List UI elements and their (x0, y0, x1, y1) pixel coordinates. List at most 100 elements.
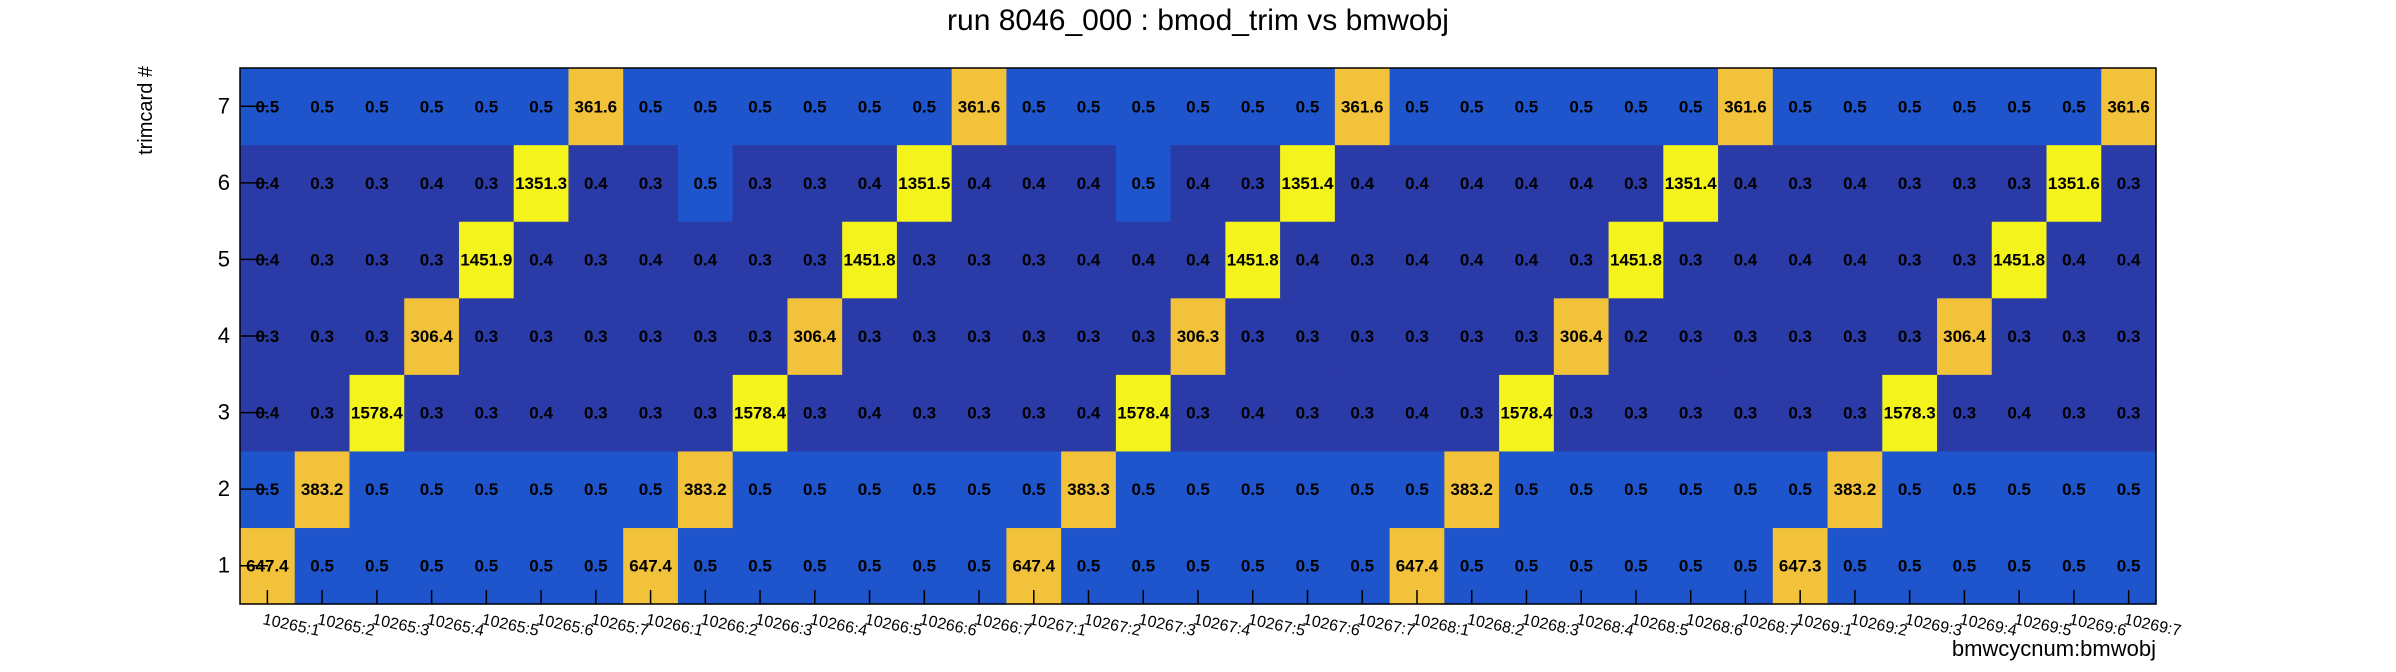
x-tick-label: 10266:2 (699, 611, 759, 640)
heatmap-cell (1061, 297, 1117, 375)
cell-value-label: 0.5 (2062, 557, 2086, 576)
cell-value-label: 0.4 (858, 404, 882, 423)
heatmap-cell (349, 297, 405, 375)
cell-value-label: 0.4 (1788, 250, 1812, 269)
cell-value-label: 383.2 (1450, 480, 1493, 499)
x-tick-label: 10265:5 (480, 611, 540, 640)
cell-value-label: 0.5 (858, 557, 882, 576)
heatmap-cell (1280, 144, 1336, 222)
cell-value-label: 0.3 (1898, 174, 1922, 193)
cell-value-label: 0.3 (1898, 327, 1922, 346)
cell-value-label: 0.5 (1788, 97, 1812, 116)
heatmap-cell (1334, 144, 1391, 222)
x-tick-label: 10268:7 (1739, 611, 1799, 640)
cell-value-label: 0.5 (529, 480, 553, 499)
heatmap-cell (1006, 68, 1062, 146)
heatmap-cell (2101, 221, 2157, 299)
cell-value-label: 0.5 (1515, 557, 1539, 576)
heatmap-cell (1991, 374, 2048, 452)
cell-value-label: 0.4 (1460, 174, 1484, 193)
cell-value-label: 383.3 (1067, 480, 1110, 499)
cell-value-label: 361.6 (2107, 97, 2150, 116)
cell-value-label: 647.4 (1396, 557, 1439, 576)
heatmap-cell (623, 68, 679, 146)
cell-value-label: 0.3 (365, 327, 389, 346)
heatmap-cell (1061, 221, 1117, 299)
heatmap-cell (732, 68, 789, 146)
cell-value-label: 1351.3 (515, 174, 567, 193)
heatmap-cell (1061, 144, 1117, 222)
cell-value-label: 0.5 (1296, 97, 1320, 116)
heatmap-cell (1334, 450, 1391, 529)
cell-value-label: 0.3 (1679, 327, 1703, 346)
cell-value-label: 0.5 (1734, 480, 1758, 499)
heatmap-cell (732, 144, 789, 222)
cell-value-label: 0.5 (1898, 480, 1922, 499)
cell-value-label: 0.3 (1241, 174, 1265, 193)
cell-value-label: 0.3 (475, 174, 499, 193)
cell-value-label: 0.5 (420, 557, 444, 576)
heatmap-cell (349, 374, 405, 452)
heatmap-cell (677, 297, 734, 375)
cell-value-label: 0.4 (858, 174, 882, 193)
heatmap-cell (1225, 450, 1281, 529)
cell-value-label: 0.5 (310, 557, 334, 576)
cell-value-label: 0.4 (2062, 250, 2086, 269)
heatmap-cell (458, 68, 515, 146)
cell-value-label: 0.3 (1296, 404, 1320, 423)
x-tick-label: 10268:5 (1630, 611, 1690, 640)
y-tick-label: 7 (218, 93, 230, 118)
heatmap-cell (1170, 374, 1226, 452)
heatmap-cell (458, 144, 515, 222)
heatmap-cell (1115, 221, 1172, 299)
cell-value-label: 361.6 (958, 97, 1001, 116)
cell-value-label: 0.5 (1460, 97, 1484, 116)
cell-value-label: 1451.8 (844, 250, 896, 269)
heatmap-cell (1444, 144, 1500, 222)
heatmap-cell (1608, 144, 1664, 222)
heatmap-cell (294, 374, 351, 452)
cell-value-label: 0.5 (1953, 97, 1977, 116)
cell-value-label: 0.5 (1843, 97, 1867, 116)
heatmap-cell (1553, 221, 1610, 299)
heatmap-cell (1006, 221, 1062, 299)
cell-value-label: 0.3 (529, 327, 553, 346)
cell-value-label: 0.3 (639, 174, 663, 193)
cell-value-label: 0.5 (2007, 557, 2031, 576)
heatmap-cell (1827, 450, 1883, 529)
heatmap-cell (1280, 68, 1336, 146)
heatmap-cell (1718, 450, 1774, 529)
heatmap-cell (1444, 374, 1500, 452)
cell-value-label: 0.3 (1460, 327, 1484, 346)
heatmap-cell (896, 221, 953, 299)
heatmap-cell (1937, 68, 1993, 146)
heatmap-cell (404, 144, 460, 222)
heatmap-cell (1882, 144, 1938, 222)
heatmap-cell (1389, 374, 1445, 452)
heatmap-cell (1718, 297, 1774, 375)
cell-value-label: 0.4 (1350, 174, 1374, 193)
cell-value-label: 0.3 (1350, 250, 1374, 269)
cell-value-label: 0.3 (475, 327, 499, 346)
heatmap-cell (568, 450, 624, 529)
heatmap-cell (1718, 221, 1774, 299)
cell-value-label: 0.3 (803, 174, 827, 193)
cell-value-label: 0.3 (748, 327, 772, 346)
cell-value-label: 0.5 (803, 480, 827, 499)
cell-value-label: 0.3 (310, 174, 334, 193)
cell-value-label: 0.5 (475, 97, 499, 116)
heatmap-cell (294, 144, 351, 222)
cell-value-label: 0.3 (1788, 404, 1812, 423)
heatmap-cell (1115, 297, 1172, 375)
heatmap-cell (349, 144, 405, 222)
cell-value-label: 306.4 (794, 327, 837, 346)
cell-value-label: 0.4 (1515, 174, 1539, 193)
heatmap-cell (1170, 450, 1226, 529)
x-tick-label: 10265:7 (590, 611, 650, 640)
heatmap-cell (951, 68, 1007, 146)
cell-value-label: 0.4 (1077, 404, 1101, 423)
cell-value-label: 0.3 (365, 250, 389, 269)
y-tick-label: 1 (218, 553, 230, 578)
x-tick-label: 10265:1 (261, 611, 321, 640)
heatmap-cell (677, 450, 734, 529)
